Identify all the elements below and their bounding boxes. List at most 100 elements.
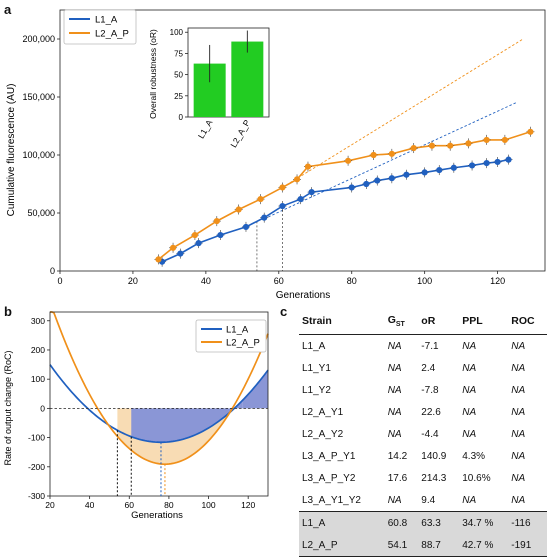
table-cell: 22.6 xyxy=(421,406,441,418)
inset-ytick-label: 75 xyxy=(174,49,183,58)
table-cell: NA xyxy=(462,362,477,374)
a-data-point xyxy=(217,231,224,239)
a-data-point xyxy=(388,150,395,157)
b-xlabel: Generations xyxy=(131,510,183,521)
col-strain: Strain xyxy=(299,309,385,336)
b-shade-blue xyxy=(131,400,243,443)
table-cell: 14.2 xyxy=(387,450,408,462)
a-data-point xyxy=(155,256,162,263)
inset-bar xyxy=(231,41,264,117)
a-data-point xyxy=(279,184,286,191)
a-data-point xyxy=(465,140,472,147)
a-xtick-label: 20 xyxy=(128,276,138,286)
a-ytick-label: 200,000 xyxy=(22,34,55,44)
rate-of-output-change-chart: 20 40 60 80 100 120 -300 -200 -100 0 100 200 300 Rat… xyxy=(3,311,269,521)
table-row: L1_A 60.8 63.3 34.7 % -116 xyxy=(299,511,547,535)
table-cell: NA xyxy=(511,472,526,484)
a-data-point xyxy=(527,128,534,135)
table-cell: 2.4 xyxy=(421,362,436,374)
table-cell: NA xyxy=(387,428,402,440)
table-cell: 88.7 xyxy=(418,534,460,557)
b-ytick-label: -200 xyxy=(28,462,45,472)
col-or: oR xyxy=(418,309,460,336)
table-row: L1_Y1 NA 2.4 NA NA xyxy=(299,357,547,379)
b-series-line xyxy=(50,311,269,466)
a-data-point xyxy=(177,250,184,257)
a-data-point xyxy=(308,189,315,196)
a-xtick-label: 0 xyxy=(57,276,62,286)
table-cell: L1_Y1 xyxy=(302,362,331,374)
table-row: L3_A_Y1_Y2 NA 9.4 NA NA xyxy=(299,489,547,512)
table-cell: L1_A xyxy=(302,340,326,352)
b-xtick-label: 100 xyxy=(201,500,215,510)
table-cell: -116 xyxy=(508,511,547,535)
table-cell: NA xyxy=(462,494,477,506)
table-cell: NA xyxy=(511,406,526,418)
table-cell: NA xyxy=(462,340,477,352)
a-data-point xyxy=(169,244,177,251)
b-ytick-label: -300 xyxy=(28,491,45,501)
b-ytick-label: 0 xyxy=(40,403,45,413)
table-cell: NA xyxy=(511,362,526,374)
a-legend: L1_A L2_A_P xyxy=(63,9,137,45)
table-cell: L3_A_Y1_Y2 xyxy=(302,494,361,506)
a-data-point xyxy=(293,176,301,183)
table-cell: NA xyxy=(387,340,402,352)
a-data-point xyxy=(297,195,304,203)
a-trend-line xyxy=(264,102,517,220)
a-data-point xyxy=(483,160,490,167)
a-data-point xyxy=(191,231,199,239)
a-trend-line xyxy=(282,38,524,188)
table-cell: 34.7 % xyxy=(459,511,509,535)
table-cell: 4.3% xyxy=(462,450,486,462)
a-data-point xyxy=(348,184,355,191)
inset-ytick-label: 25 xyxy=(174,92,183,101)
table-cell: NA xyxy=(462,428,477,440)
table-cell: NA xyxy=(387,362,402,374)
table-cell: NA xyxy=(387,406,402,418)
a-series-line xyxy=(157,131,531,261)
table-cell: 214.3 xyxy=(421,472,447,484)
b-xtick-label: 40 xyxy=(85,500,95,510)
a-xtick-label: 100 xyxy=(417,276,432,286)
inset-ytick-label: 50 xyxy=(174,71,183,80)
inset-ytick-label: 100 xyxy=(170,28,184,37)
b-legend-label-l1a: L1_A xyxy=(226,325,249,336)
table-cell: L2_A_Y1 xyxy=(302,406,344,418)
table-row: L1_Y2 NA -7.8 NA NA xyxy=(299,379,547,401)
table-row: L2_A_Y2 NA -4.4 NA NA xyxy=(299,423,547,445)
b-xtick-label: 20 xyxy=(45,500,55,510)
table-cell: -191 xyxy=(508,534,547,557)
table-cell: L2_A_P xyxy=(299,534,385,557)
a-legend-label-l2ap: L2_A_P xyxy=(95,29,129,40)
col-gst: GST xyxy=(384,309,419,336)
a-data-point xyxy=(436,166,443,174)
table-row: L3_A_P_Y1 14.2 140.9 4.3% NA xyxy=(299,445,547,467)
a-data-point xyxy=(501,136,508,144)
inset-xtick-label: L2_A_P xyxy=(228,118,252,149)
a-data-point xyxy=(242,223,250,231)
b-xtick-label: 60 xyxy=(125,500,135,510)
a-xtick-label: 60 xyxy=(274,276,284,286)
a-legend-label-l1a: L1_A xyxy=(95,15,118,26)
table-cell: 17.6 xyxy=(387,472,408,484)
a-data-point xyxy=(363,180,370,188)
table-header-row: Strain GST oR PPL ROC xyxy=(299,309,547,336)
a-ylabel: Cumulative fluorescence (AU) xyxy=(6,84,17,217)
b-legend-label-l2ap: L2_A_P xyxy=(226,338,260,349)
a-data-point xyxy=(483,136,490,144)
a-data-point xyxy=(447,142,454,149)
table-cell: 42.7 % xyxy=(459,534,509,557)
table-cell: L3_A_P_Y2 xyxy=(302,472,356,484)
a-xtick-label: 80 xyxy=(347,276,357,286)
panel-letter-c: c xyxy=(280,304,288,319)
a-xtick-label: 40 xyxy=(201,276,211,286)
a-data-point xyxy=(494,158,501,166)
a-data-point xyxy=(279,202,286,210)
a-data-point xyxy=(195,240,202,247)
a-data-point xyxy=(370,151,377,159)
a-data-point xyxy=(213,218,220,225)
a-xlabel: Generations xyxy=(276,290,330,300)
a-data-point xyxy=(374,177,381,184)
a-series-line xyxy=(161,158,509,263)
